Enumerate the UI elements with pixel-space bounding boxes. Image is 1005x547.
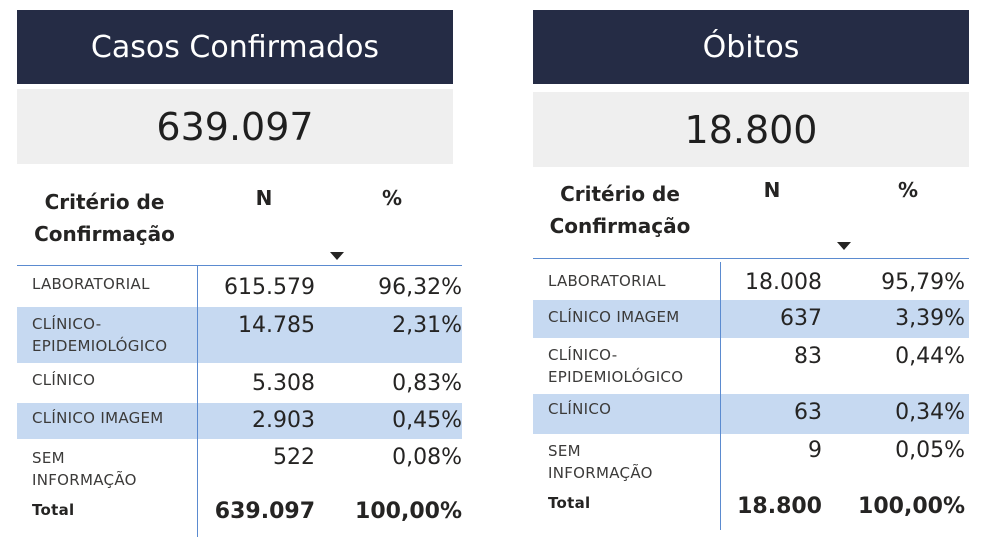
casos-header-criterio[interactable]: Critério de Confirmação <box>34 190 175 246</box>
row-label: CLÍNICO <box>548 400 612 418</box>
row-n-value: 18.008 <box>745 270 822 295</box>
table-row[interactable]: CLÍNICO-EPIDEMIOLÓGICO 14.785 2,31% <box>17 307 462 363</box>
obitos-header-pct[interactable]: % <box>897 178 919 202</box>
row-n-value: 14.785 <box>238 313 315 338</box>
obitos-header-criterio[interactable]: Critério de Confirmação <box>549 182 691 238</box>
row-pct-value: 2,31% <box>392 313 462 338</box>
sort-descending-icon[interactable] <box>330 252 344 260</box>
row-label: SEM INFORMAÇÃO <box>32 449 137 489</box>
row-pct-value: 95,79% <box>881 270 965 295</box>
total-n-value: 18.800 <box>737 494 822 519</box>
total-label: Total <box>32 501 75 519</box>
table-row[interactable]: SEM INFORMAÇÃO 522 0,08% <box>17 439 462 497</box>
obitos-kpi-card: 18.800 <box>533 92 969 167</box>
table-row[interactable]: SEM INFORMAÇÃO 9 0,05% <box>533 434 969 490</box>
row-label: CLÍNICO-EPIDEMIOLÓGICO <box>548 346 684 386</box>
row-pct-value: 3,39% <box>895 306 965 331</box>
row-label: LABORATORIAL <box>548 272 666 290</box>
row-label: CLÍNICO-EPIDEMIOLÓGICO <box>32 315 168 355</box>
total-pct-value: 100,00% <box>355 499 462 524</box>
row-pct-value: 0,08% <box>392 445 462 470</box>
row-n-value: 637 <box>780 306 822 331</box>
table-total-row[interactable]: Total 639.097 100,00% <box>17 497 462 537</box>
obitos-header-n[interactable]: N <box>763 178 781 202</box>
obitos-title: Óbitos <box>533 10 969 84</box>
row-pct-value: 0,83% <box>392 371 462 396</box>
table-row[interactable]: CLÍNICO 63 0,34% <box>533 394 969 434</box>
obitos-table-header: Critério de Confirmação N % <box>533 170 983 262</box>
row-pct-value: 0,05% <box>895 438 965 463</box>
obitos-kpi-value: 18.800 <box>684 107 818 152</box>
row-n-value: 615.579 <box>224 275 315 300</box>
obitos-header-divider <box>533 258 969 259</box>
column-divider <box>720 262 721 530</box>
row-pct-value: 0,45% <box>392 408 462 433</box>
row-n-value: 9 <box>808 438 822 463</box>
row-label: CLÍNICO <box>32 371 96 389</box>
casos-header-n[interactable]: N <box>255 186 273 210</box>
row-pct-value: 96,32% <box>378 275 462 300</box>
row-n-value: 63 <box>794 400 822 425</box>
table-row[interactable]: LABORATORIAL 615.579 96,32% <box>17 265 462 307</box>
casos-header-pct[interactable]: % <box>381 186 403 210</box>
total-label: Total <box>548 494 591 512</box>
row-label: LABORATORIAL <box>32 275 150 293</box>
casos-table: Critério de Confirmação N % LABORATORIAL… <box>17 178 467 537</box>
row-n-value: 5.308 <box>252 371 315 396</box>
column-divider <box>197 265 198 537</box>
sort-descending-icon[interactable] <box>837 242 851 250</box>
casos-kpi-value: 639.097 <box>156 104 314 149</box>
row-pct-value: 0,34% <box>895 400 965 425</box>
table-total-row[interactable]: Total 18.800 100,00% <box>533 490 969 530</box>
row-pct-value: 0,44% <box>895 344 965 369</box>
table-row[interactable]: CLÍNICO-EPIDEMIOLÓGICO 83 0,44% <box>533 338 969 394</box>
table-row[interactable]: LABORATORIAL 18.008 95,79% <box>533 262 969 300</box>
row-label: CLÍNICO IMAGEM <box>32 409 164 427</box>
row-n-value: 83 <box>794 344 822 369</box>
row-label: SEM INFORMAÇÃO <box>548 442 653 482</box>
total-pct-value: 100,00% <box>858 494 965 519</box>
table-row[interactable]: CLÍNICO IMAGEM 637 3,39% <box>533 300 969 338</box>
casos-title: Casos Confirmados <box>17 10 453 84</box>
casos-kpi-card: 639.097 <box>17 89 453 164</box>
total-n-value: 639.097 <box>214 499 315 524</box>
table-row[interactable]: CLÍNICO IMAGEM 2.903 0,45% <box>17 403 462 439</box>
row-label: CLÍNICO IMAGEM <box>548 308 680 326</box>
row-n-value: 2.903 <box>252 408 315 433</box>
casos-table-header: Critério de Confirmação N % <box>17 178 467 265</box>
table-row[interactable]: CLÍNICO 5.308 0,83% <box>17 363 462 403</box>
obitos-table: Critério de Confirmação N % LABORATORIAL… <box>533 170 983 530</box>
row-n-value: 522 <box>273 445 315 470</box>
casos-header-divider <box>17 265 462 266</box>
